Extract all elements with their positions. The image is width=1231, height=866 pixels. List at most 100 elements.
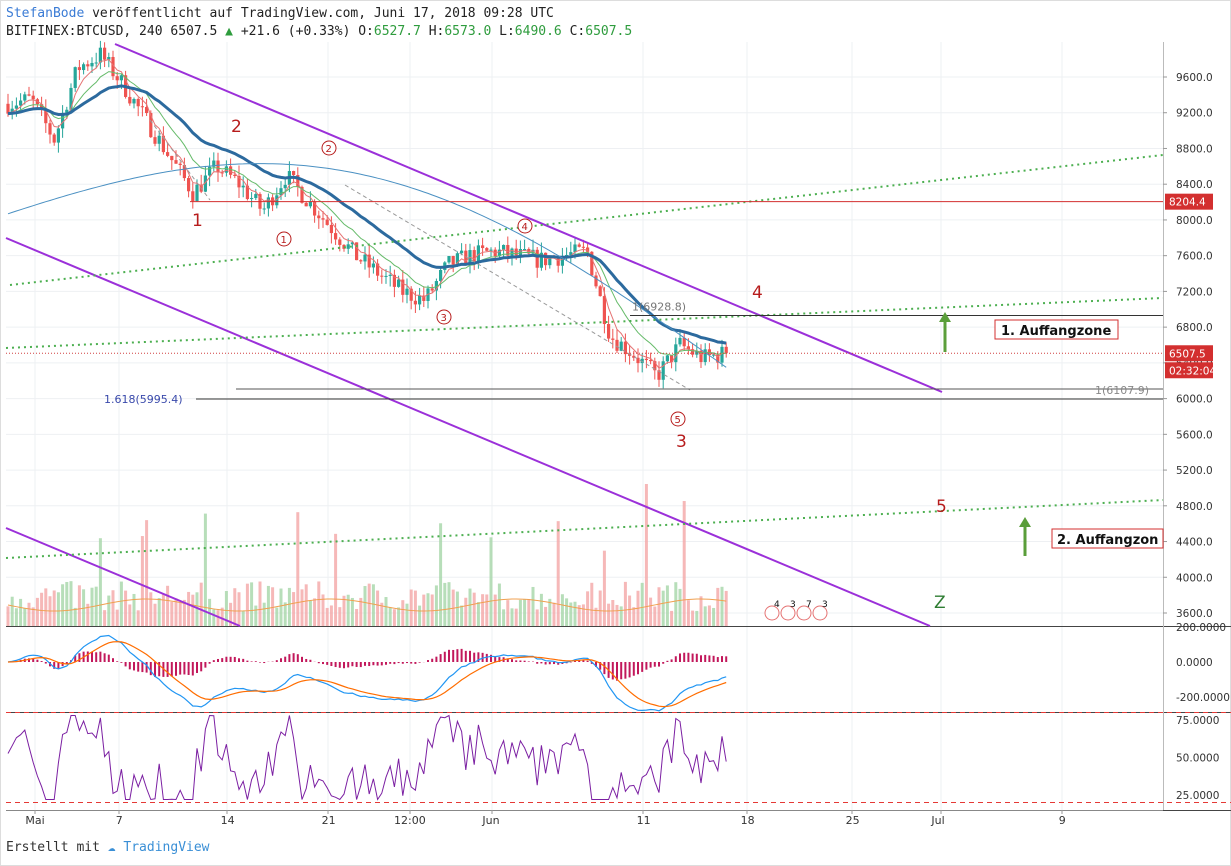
volume-bar bbox=[136, 610, 140, 626]
time-tick-label: 21 bbox=[322, 814, 336, 827]
volume-bar bbox=[518, 599, 522, 626]
trend-dotted-line bbox=[5, 499, 1164, 559]
candle-body bbox=[86, 64, 90, 67]
volume-bar bbox=[367, 583, 371, 626]
candle-body bbox=[569, 252, 573, 255]
volume-bar bbox=[237, 592, 241, 626]
volume-bar bbox=[14, 608, 18, 626]
volume-bar bbox=[661, 590, 665, 626]
volume-bar bbox=[44, 588, 48, 626]
volume-bar bbox=[161, 593, 165, 626]
volume-ma-line bbox=[7, 598, 727, 612]
zone2-box bbox=[1051, 528, 1164, 549]
volume-bar bbox=[388, 607, 392, 626]
candle-body bbox=[119, 75, 123, 81]
candle-body bbox=[161, 135, 165, 153]
candle-body bbox=[65, 109, 69, 113]
volume-bar bbox=[371, 584, 375, 626]
volume-bar bbox=[476, 602, 480, 626]
volume-bar bbox=[216, 610, 220, 626]
volume-bar bbox=[27, 602, 31, 626]
volume-bar bbox=[699, 596, 703, 626]
volume-bar bbox=[140, 536, 144, 626]
candle-body bbox=[695, 350, 699, 355]
created-with-label: Erstellt mit bbox=[6, 840, 100, 855]
symbol-name[interactable]: BITFINEX:BTCUSD, 240 bbox=[6, 24, 163, 39]
candle-body bbox=[573, 244, 577, 253]
volume-bar bbox=[644, 484, 648, 626]
candle-body bbox=[56, 128, 60, 143]
volume-bar bbox=[153, 603, 157, 626]
candle-body bbox=[422, 295, 426, 301]
candle-body bbox=[485, 248, 489, 251]
event-count-3: 3 bbox=[822, 600, 828, 610]
chart-header-author-line: StefanBode veröffentlicht auf TradingVie… bbox=[6, 6, 554, 21]
channel-upper-line bbox=[114, 43, 943, 393]
macd-tick-label: -200.0000 bbox=[1176, 692, 1230, 704]
price-tick-label: 9600.0 bbox=[1176, 72, 1213, 84]
volume-bar bbox=[296, 512, 300, 626]
price-tick-label: 4800.0 bbox=[1176, 501, 1213, 513]
wave-circle-3 bbox=[436, 309, 452, 325]
price-tick-label: 9200.0 bbox=[1176, 108, 1213, 120]
candle-body bbox=[434, 281, 438, 291]
volume-bar bbox=[308, 600, 312, 626]
volume-bar bbox=[287, 587, 291, 626]
candle-body bbox=[308, 201, 312, 207]
volume-bar bbox=[418, 605, 422, 626]
volume-bar bbox=[334, 533, 338, 626]
open-label: O: bbox=[358, 24, 374, 39]
candle-body bbox=[497, 249, 501, 257]
candle-body bbox=[61, 112, 65, 129]
volume-bar bbox=[157, 598, 161, 626]
volume-bar bbox=[98, 538, 102, 626]
candle-body bbox=[682, 337, 686, 347]
price-tick-label: 3600.0 bbox=[1176, 608, 1213, 620]
candle-body bbox=[413, 300, 417, 305]
candle-body bbox=[506, 244, 510, 256]
volume-bar bbox=[321, 594, 325, 626]
ema-fast-line bbox=[7, 58, 727, 369]
price-tick-label: 4000.0 bbox=[1176, 572, 1213, 584]
price-tick-label: 6800.0 bbox=[1176, 322, 1213, 334]
candle-body bbox=[720, 346, 724, 363]
tradingview-link[interactable]: TradingView bbox=[123, 840, 210, 855]
candle-body bbox=[224, 166, 228, 173]
channel-bottom-line bbox=[5, 527, 241, 627]
candle-body bbox=[208, 166, 212, 176]
author-name[interactable]: StefanBode bbox=[6, 6, 85, 21]
candle-body bbox=[657, 370, 661, 380]
candle-body bbox=[523, 248, 527, 250]
candle-body bbox=[489, 249, 493, 251]
wave-circle-label-5: 5 bbox=[675, 415, 681, 426]
wave-label-2: 2 bbox=[231, 117, 242, 137]
wave-label-1: 1 bbox=[192, 211, 203, 231]
volume-bar bbox=[300, 589, 304, 626]
candle-body bbox=[216, 160, 220, 173]
event-icon bbox=[780, 605, 796, 621]
volume-bar bbox=[413, 590, 417, 626]
volume-bar bbox=[556, 521, 560, 626]
candle-body bbox=[716, 354, 720, 363]
volume-bar bbox=[380, 602, 384, 626]
candle-body bbox=[699, 350, 703, 363]
channel-lower-line bbox=[5, 237, 931, 627]
wave-circle-label-4: 4 bbox=[522, 222, 528, 233]
candle-body bbox=[539, 252, 543, 268]
candle-body bbox=[317, 215, 321, 219]
volume-bar bbox=[191, 594, 195, 626]
volume-bar bbox=[460, 605, 464, 626]
close-value: 6507.5 bbox=[585, 24, 633, 39]
volume-bar bbox=[212, 609, 216, 626]
rsi-line bbox=[7, 714, 727, 801]
candle-body bbox=[10, 108, 14, 114]
volume-bar bbox=[229, 602, 233, 626]
volume-bar bbox=[170, 601, 174, 626]
volume-bar bbox=[128, 604, 132, 626]
price-tick-label: 7600.0 bbox=[1176, 251, 1213, 263]
candle-body bbox=[325, 219, 329, 225]
volume-bar bbox=[602, 550, 606, 626]
volume-bar bbox=[535, 609, 539, 626]
candle-body bbox=[518, 248, 522, 256]
